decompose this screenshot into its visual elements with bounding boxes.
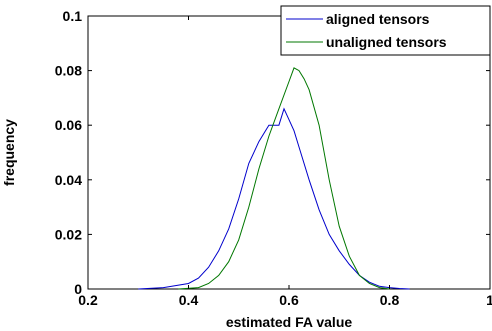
y-axis-label: frequency: [1, 119, 17, 186]
series-line-unaligned: [178, 67, 390, 290]
y-tick-label: 0.04: [55, 172, 82, 188]
x-axis-label: estimated FA value: [226, 314, 353, 330]
y-axis-ticks: 0 0.02 0.04 0.06 0.08 0.1: [55, 8, 490, 297]
plot-area: 0.2 0.4 0.6 0.8 1 0 0.02 0.04 0.06 0.08 0.1: [55, 8, 492, 308]
x-tick-label: 0.8: [380, 292, 400, 308]
axes-box: [87, 15, 491, 290]
x-tick-label: 0.6: [279, 292, 299, 308]
legend-label-unaligned: unaligned tensors: [326, 34, 447, 50]
series-layer: [138, 67, 410, 290]
legend-label-aligned: aligned tensors: [326, 11, 430, 27]
y-tick-label: 0: [74, 281, 82, 297]
y-tick-label: 0.06: [55, 117, 82, 133]
series-line-aligned: [138, 107, 410, 290]
y-tick-label: 0.08: [55, 63, 82, 79]
legend-box: [280, 5, 491, 56]
x-tick-label: 0.2: [78, 292, 98, 308]
x-tick-label: 1: [486, 292, 492, 308]
y-tick-label: 0.1: [63, 8, 83, 24]
y-tick-label: 0.02: [55, 226, 82, 242]
x-axis-ticks: 0.2 0.4 0.6 0.8 1: [78, 16, 492, 308]
x-tick-label: 0.4: [179, 292, 199, 308]
legend: aligned tensors unaligned tensors: [280, 5, 491, 56]
